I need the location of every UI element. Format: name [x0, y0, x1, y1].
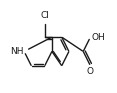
Text: Cl: Cl — [40, 11, 49, 20]
Text: O: O — [87, 67, 94, 76]
Text: NH: NH — [10, 47, 23, 56]
Text: OH: OH — [91, 33, 105, 42]
